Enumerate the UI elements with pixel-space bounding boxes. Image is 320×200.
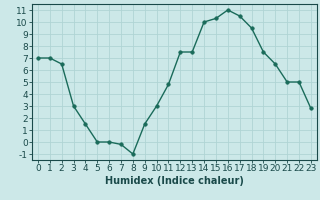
X-axis label: Humidex (Indice chaleur): Humidex (Indice chaleur) [105,176,244,186]
